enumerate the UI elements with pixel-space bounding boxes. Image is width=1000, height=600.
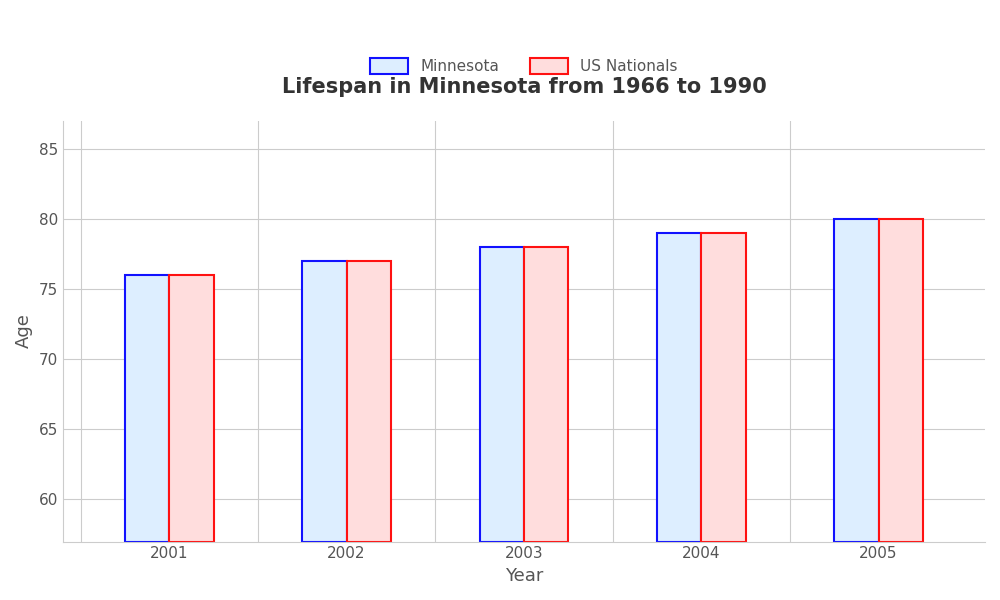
Bar (169, 275, 214, 542)
Bar (834, 219, 879, 542)
Title: Lifespan in Minnesota from 1966 to 1990: Lifespan in Minnesota from 1966 to 1990 (282, 77, 766, 97)
Bar (480, 247, 524, 542)
Bar (524, 247, 568, 542)
Bar (657, 233, 701, 542)
Bar (302, 261, 347, 542)
Bar (701, 233, 746, 542)
Y-axis label: Age: Age (15, 314, 33, 349)
Bar (347, 261, 391, 542)
Bar (125, 275, 169, 542)
X-axis label: Year: Year (505, 567, 543, 585)
Legend: Minnesota, US Nationals: Minnesota, US Nationals (364, 52, 684, 80)
Bar (879, 219, 923, 542)
